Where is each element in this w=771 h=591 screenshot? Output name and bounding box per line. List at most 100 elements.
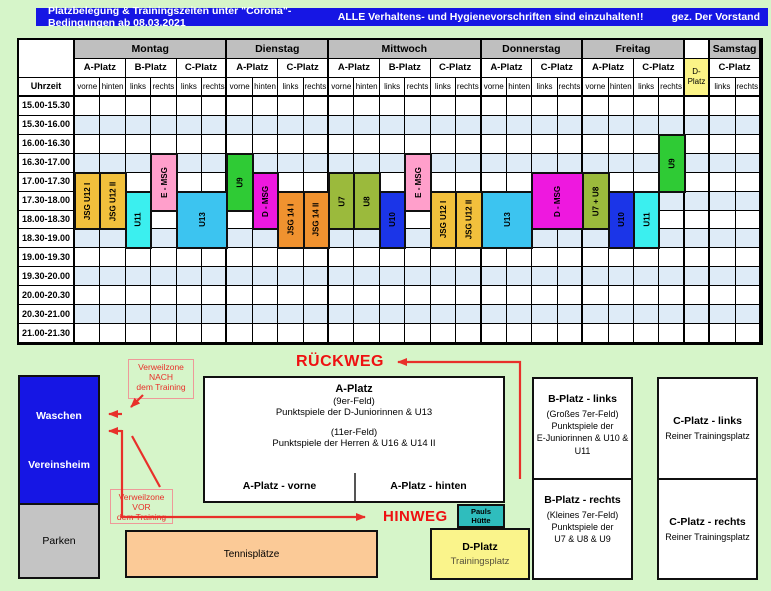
pauls-line2: Hütte bbox=[471, 516, 491, 525]
grid-cell bbox=[557, 115, 584, 135]
grid-cell bbox=[202, 115, 228, 135]
grid-cell bbox=[303, 115, 330, 135]
grid-cell bbox=[481, 172, 507, 192]
pauls-huette-box: Pauls Hütte bbox=[457, 504, 505, 528]
grid-cell bbox=[735, 229, 761, 249]
vereinsheim-label: Vereinsheim bbox=[28, 458, 90, 471]
verweil-nach-line: dem Training bbox=[136, 382, 186, 393]
grid-cell bbox=[506, 305, 533, 325]
grid-cell bbox=[710, 267, 736, 287]
b-platz-rechts-line: (Kleines 7er-Feld) bbox=[546, 509, 619, 520]
schedule-block: U7 + U8 bbox=[582, 171, 610, 231]
grid-cell bbox=[710, 229, 736, 249]
grid-cell bbox=[405, 97, 431, 116]
grid-cell bbox=[278, 248, 304, 268]
grid-cell bbox=[710, 191, 736, 211]
grid-cell bbox=[557, 229, 584, 249]
grid-cell bbox=[278, 153, 304, 173]
grid-cell bbox=[633, 324, 660, 343]
a-platz-box: A-Platz (9er-Feld) Punktspiele der D-Jun… bbox=[203, 376, 505, 503]
sub-header: vorne bbox=[329, 78, 355, 97]
grid-cell bbox=[176, 267, 203, 287]
sub-header: rechts bbox=[202, 78, 228, 97]
schedule-block: JSG U12 I bbox=[74, 171, 102, 231]
grid-cell bbox=[456, 134, 482, 154]
grid-cell bbox=[100, 324, 126, 343]
grid-cell bbox=[329, 305, 355, 325]
a-platz-divider bbox=[354, 473, 356, 501]
grid-cell bbox=[481, 115, 507, 135]
grid-cell bbox=[506, 134, 533, 154]
grid-cell bbox=[303, 305, 330, 325]
grid-cell bbox=[710, 97, 736, 116]
grid-cell bbox=[456, 153, 482, 173]
grid-cell bbox=[75, 305, 101, 325]
grid-cell bbox=[176, 115, 203, 135]
grid-cell bbox=[354, 153, 380, 173]
platz-header: C-Platz bbox=[278, 59, 330, 78]
sub-header: hinten bbox=[506, 78, 533, 97]
grid-cell bbox=[151, 248, 177, 268]
grid-cell bbox=[735, 191, 761, 211]
grid-cell bbox=[75, 134, 101, 154]
grid-cell bbox=[405, 324, 431, 343]
grid-cell bbox=[303, 267, 330, 287]
grid-cell bbox=[608, 172, 634, 192]
b-platz-rechts-line: Punktspiele der bbox=[551, 521, 614, 532]
grid-cell bbox=[481, 153, 507, 173]
b-platz-links-title: B-Platz - links bbox=[548, 393, 617, 405]
grid-cell bbox=[202, 134, 228, 154]
time-label: 15.30-16.00 bbox=[19, 115, 75, 135]
schedule-block: D - MSG bbox=[251, 171, 280, 231]
grid-cell bbox=[735, 286, 761, 306]
grid-cell bbox=[608, 134, 634, 154]
grid-cell bbox=[684, 210, 711, 230]
grid-cell bbox=[684, 191, 711, 211]
grid-cell bbox=[100, 305, 126, 325]
grid-cell bbox=[532, 97, 558, 116]
grid-cell bbox=[151, 229, 177, 249]
grid-cell bbox=[532, 248, 558, 268]
grid-cell bbox=[430, 97, 457, 116]
grid-cell bbox=[557, 324, 584, 343]
sub-header: links bbox=[176, 78, 203, 97]
sub-header: links bbox=[125, 78, 152, 97]
grid-cell bbox=[405, 134, 431, 154]
c-platz-rechts-title: C-Platz - rechts bbox=[669, 515, 746, 528]
verweil-nach-line: Verweilzone bbox=[138, 362, 184, 372]
grid-cell bbox=[329, 248, 355, 268]
grid-cell bbox=[379, 97, 406, 116]
grid-cell bbox=[252, 229, 279, 249]
c-platz-rechts-section: C-Platz - rechts Reiner Trainingsplatz bbox=[659, 477, 756, 579]
grid-cell bbox=[659, 115, 685, 135]
grid-cell bbox=[252, 115, 279, 135]
grid-cell bbox=[176, 134, 203, 154]
grid-cell bbox=[405, 210, 431, 230]
grid-cell bbox=[379, 172, 406, 192]
grid-cell bbox=[633, 115, 660, 135]
b-platz-links-line: Punktspiele der bbox=[551, 421, 614, 432]
grid-cell bbox=[608, 248, 634, 268]
time-label: 20.00-20.30 bbox=[19, 286, 75, 306]
vor-zone-line bbox=[131, 435, 161, 488]
grid-cell bbox=[354, 286, 380, 306]
grid-cell bbox=[735, 115, 761, 135]
sub-header: vorne bbox=[227, 78, 253, 97]
grid-cell bbox=[329, 115, 355, 135]
grid-cell bbox=[659, 97, 685, 116]
a-platz-title: A-Platz bbox=[335, 383, 373, 395]
grid-cell bbox=[176, 324, 203, 343]
grid-cell bbox=[354, 134, 380, 154]
grid-cell bbox=[303, 286, 330, 306]
grid-cell bbox=[202, 248, 228, 268]
grid-cell bbox=[659, 305, 685, 325]
grid-cell bbox=[252, 97, 279, 116]
grid-cell bbox=[125, 267, 152, 287]
grid-cell bbox=[532, 229, 558, 249]
grid-cell bbox=[151, 324, 177, 343]
grid-cell bbox=[278, 172, 304, 192]
sub-header: rechts bbox=[557, 78, 584, 97]
grid-cell bbox=[633, 267, 660, 287]
c-platz-links-title: C-Platz - links bbox=[673, 415, 742, 428]
sub-header: rechts bbox=[456, 78, 482, 97]
